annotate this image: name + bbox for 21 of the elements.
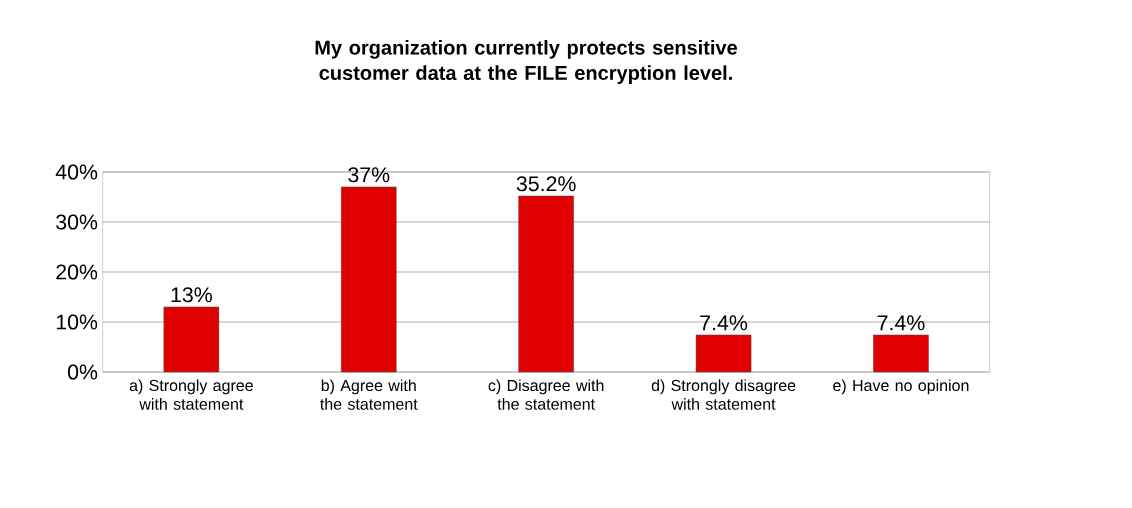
- data-label: 7.4%: [877, 315, 925, 331]
- data-label: 37%: [348, 167, 390, 183]
- data-label: 7.4%: [700, 315, 748, 331]
- bar: [341, 186, 397, 373]
- y-tick-label: 30%: [56, 214, 98, 230]
- bar: [163, 306, 220, 373]
- x-tick-label: a) Strongly agree with statement: [129, 379, 253, 410]
- chart-title: My organization currently protects sensitive customer data at the FILE encryption level.: [315, 40, 738, 84]
- bar: [518, 195, 574, 373]
- x-tick-label: b) Agree with the statement: [320, 379, 418, 410]
- y-tick-label: 10%: [56, 314, 98, 330]
- y-tick-label: 40%: [55, 164, 98, 180]
- bar: [695, 334, 752, 373]
- x-tick-label: c) Disagree with the statement: [488, 379, 604, 410]
- x-tick-label: d) Strongly disagree with statement: [651, 379, 796, 410]
- data-label: 35.2%: [516, 176, 576, 192]
- y-tick-label: 0%: [67, 364, 98, 380]
- x-tick-label: e) Have no opinion: [833, 379, 969, 395]
- data-label: 13%: [171, 287, 212, 303]
- y-tick-label: 20%: [56, 264, 98, 280]
- bar: [873, 334, 929, 373]
